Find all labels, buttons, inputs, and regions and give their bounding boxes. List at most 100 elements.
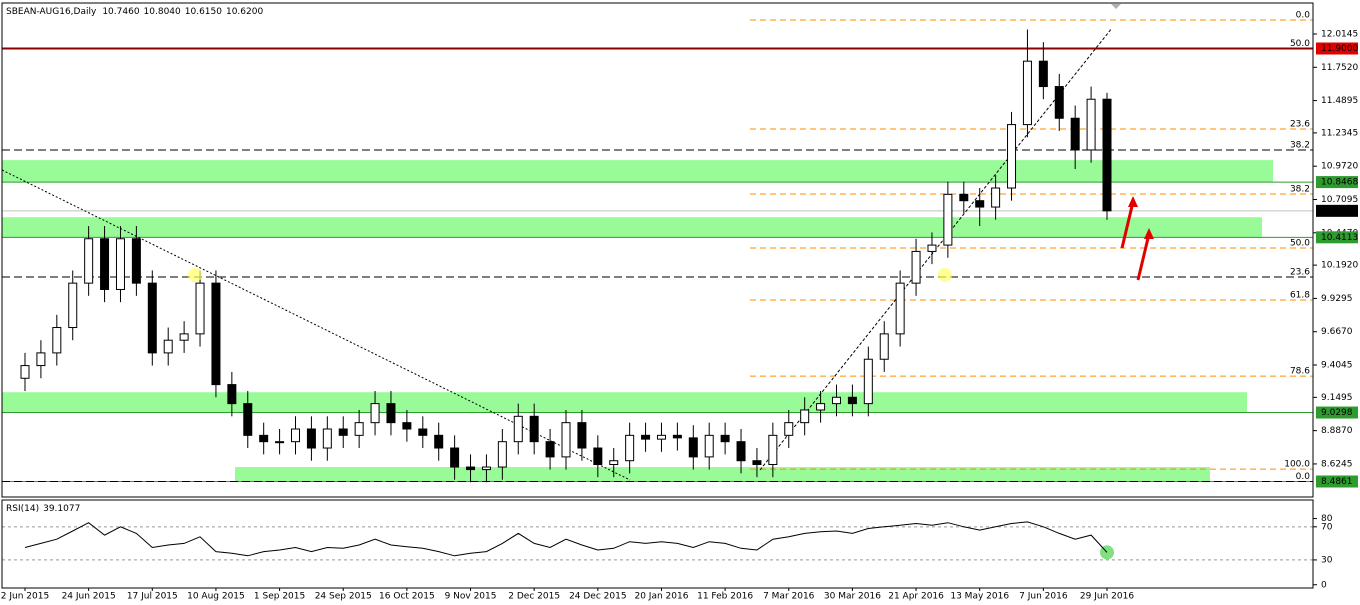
candle-body — [1102, 98, 1112, 212]
candle-body — [418, 428, 428, 436]
zone — [235, 467, 1210, 482]
candle-body — [1070, 117, 1080, 151]
trendline — [1, 169, 631, 481]
candle-body — [195, 282, 205, 335]
candle-body — [450, 447, 460, 468]
candle-body — [927, 244, 937, 252]
candle-body — [975, 200, 985, 208]
candle-body — [593, 447, 603, 466]
candle-body — [720, 434, 730, 443]
candle-body — [561, 422, 571, 458]
candle-body — [163, 339, 173, 354]
candle-body — [20, 365, 30, 379]
candle-body — [688, 437, 698, 458]
candle-body — [577, 422, 587, 449]
candle-body — [943, 193, 953, 246]
x-tick-label: 1 Sep 2015 — [254, 592, 305, 602]
y-tick-label: 30 — [1321, 555, 1333, 565]
y-tick-label: 8.6245 — [1321, 459, 1353, 469]
candle-body — [211, 282, 221, 386]
candle-body — [386, 403, 396, 424]
price-box — [1316, 231, 1358, 244]
x-tick-label: 21 Apr 2016 — [888, 592, 944, 602]
candle-body — [275, 441, 285, 444]
y-tick-label: 11.4895 — [1321, 96, 1358, 106]
candle-body — [131, 238, 141, 284]
price-box — [1316, 176, 1358, 189]
candle-body — [466, 466, 476, 471]
y-tick-label: 0 — [1321, 580, 1327, 590]
rsi-header: RSI(14) 39.1077 — [6, 504, 80, 514]
candle-body — [1054, 86, 1064, 119]
candle-body — [513, 415, 523, 443]
candle-body — [84, 238, 94, 284]
candle-body — [68, 282, 78, 329]
y-tick-label: 70 — [1321, 522, 1333, 532]
fib-label: 0.0 — [1296, 10, 1311, 20]
candle-body — [259, 434, 269, 443]
candle-body — [370, 403, 380, 424]
x-tick-label: 24 Sep 2015 — [315, 592, 372, 602]
fib-label: 78.6 — [1290, 367, 1310, 377]
y-tick-label: 9.6670 — [1321, 327, 1353, 337]
candle-body — [768, 434, 778, 466]
candle-body — [816, 403, 826, 411]
arrow-head — [1144, 228, 1154, 239]
candle-body — [1038, 60, 1048, 88]
fib-label: 50.0 — [1290, 239, 1310, 249]
highlight — [938, 268, 952, 282]
highlight — [188, 268, 202, 282]
price-box — [1316, 475, 1358, 488]
candle-body — [481, 466, 491, 471]
arrow-head — [1128, 196, 1138, 207]
x-tick-label: 9 Nov 2015 — [445, 592, 497, 602]
fib-label: 0.0 — [1296, 472, 1311, 482]
x-tick-label: 11 Feb 2016 — [697, 592, 753, 602]
candle-body — [306, 428, 316, 449]
y-tick-label: 10.1920 — [1321, 261, 1358, 271]
candle-body — [402, 422, 412, 430]
candle-body — [609, 460, 619, 466]
x-tick-label: 29 Jun 2016 — [1080, 592, 1134, 602]
rsi-frame — [1, 499, 1314, 589]
rsi-line — [24, 521, 1108, 557]
zone — [2, 392, 1247, 413]
y-tick-label: 9.1495 — [1321, 393, 1353, 403]
symbol: SBEAN-AUG16,Daily — [6, 7, 97, 17]
fib-label: 100.0 — [1284, 460, 1310, 470]
candle-body — [895, 282, 905, 335]
plot: 50.0 38.2 23.6 0.0 0.0 23.6 38.2 50.0 61.8 78.6 10… — [1, 10, 1359, 601]
candle-body — [100, 238, 110, 290]
fib-label: 50.0 — [1290, 39, 1310, 49]
candle-body — [991, 187, 1001, 208]
fib-label: 61.8 — [1290, 291, 1310, 301]
candle-body — [832, 396, 841, 405]
arrow — [1136, 233, 1151, 281]
candle-body — [863, 358, 873, 405]
candle-body — [497, 441, 507, 468]
candle-body — [736, 441, 746, 462]
candle-body — [625, 434, 635, 462]
candle-body — [784, 422, 794, 436]
fib-label: 38.2 — [1290, 184, 1310, 194]
price-box-label: 9.0298 — [1321, 408, 1353, 418]
arrow — [1120, 201, 1135, 249]
header: SBEAN-AUG16,Daily 10.7460 10.8040 10.6150 10… — [6, 7, 263, 17]
candle-body — [1086, 98, 1096, 151]
fib-label: 23.6 — [1290, 268, 1310, 278]
y-tick-label: 10.7095 — [1321, 195, 1358, 205]
candle-body — [800, 409, 810, 424]
candle-body — [322, 428, 332, 449]
zone — [2, 217, 1262, 238]
x-tick-label: 2 Jun 2015 — [1, 592, 49, 602]
candle-body — [672, 434, 682, 439]
zone — [2, 160, 1273, 183]
y-tick-label: 10.9720 — [1321, 162, 1358, 172]
price-box-label: 11.9000 — [1321, 44, 1358, 54]
candle-body — [545, 441, 555, 458]
rsi-value: 39.1077 — [43, 504, 80, 514]
y-tick-label: 80 — [1321, 514, 1333, 524]
candle-body — [752, 460, 762, 466]
